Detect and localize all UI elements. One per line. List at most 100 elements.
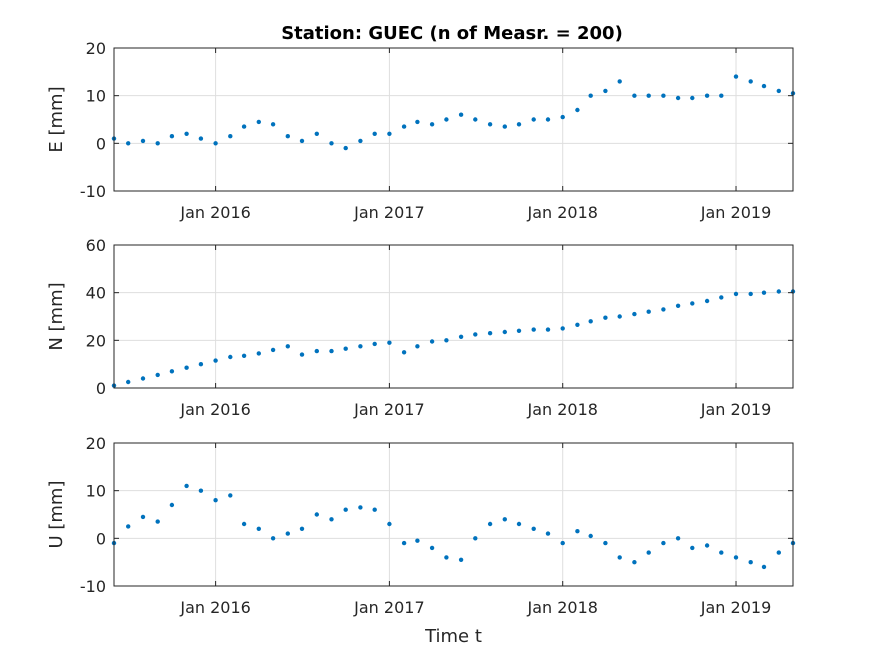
data-point bbox=[761, 564, 767, 570]
data-point bbox=[502, 329, 507, 335]
data-point bbox=[140, 138, 146, 144]
x-tick-label: Jan 2018 bbox=[526, 400, 597, 419]
data-point bbox=[387, 521, 392, 527]
data-point bbox=[415, 119, 420, 125]
y-tick-label: 0 bbox=[96, 379, 106, 398]
y-tick-label: 20 bbox=[86, 434, 106, 453]
data-point bbox=[502, 124, 507, 129]
data-point bbox=[241, 521, 247, 527]
data-point bbox=[560, 540, 565, 546]
data-point bbox=[516, 122, 522, 127]
data-point bbox=[560, 326, 565, 331]
data-point bbox=[719, 550, 724, 555]
series-1 bbox=[111, 289, 796, 388]
data-point bbox=[155, 519, 160, 524]
data-point bbox=[387, 131, 392, 136]
data-point bbox=[487, 122, 493, 127]
data-point bbox=[675, 536, 681, 541]
panel-3: -10 0 10 20 Jan 2016 Jan 2017 Jan 2018 Jan 2019… bbox=[46, 434, 796, 647]
data-point bbox=[748, 291, 753, 297]
data-point bbox=[545, 117, 551, 122]
x-tick-label: Jan 2018 bbox=[526, 598, 597, 617]
data-point bbox=[646, 309, 651, 314]
data-point bbox=[415, 344, 420, 349]
data-point bbox=[575, 107, 580, 113]
data-point bbox=[228, 354, 233, 360]
panel-2: 0 20 40 60 Jan 2016 Jan 2017 Jan 2018 Jan 2019 N… bbox=[46, 236, 796, 419]
data-point bbox=[646, 93, 651, 98]
data-point bbox=[545, 531, 551, 536]
data-point bbox=[502, 517, 507, 522]
data-point bbox=[126, 141, 131, 146]
x-tick-label: Jan 2017 bbox=[353, 400, 424, 419]
data-point bbox=[184, 131, 189, 136]
data-point bbox=[473, 332, 478, 337]
data-point bbox=[690, 95, 695, 101]
data-point bbox=[690, 545, 695, 551]
series-1 bbox=[111, 483, 796, 570]
data-point bbox=[314, 131, 319, 136]
data-point bbox=[516, 521, 522, 527]
data-point bbox=[776, 88, 781, 94]
x-tick-label: Jan 2018 bbox=[526, 203, 597, 222]
data-point bbox=[387, 340, 392, 345]
data-point bbox=[358, 138, 363, 144]
data-point bbox=[241, 124, 247, 129]
data-point bbox=[429, 339, 435, 344]
data-point bbox=[126, 524, 131, 529]
x-tick-label: Jan 2016 bbox=[179, 400, 250, 419]
y-axis-label: U [mm] bbox=[46, 480, 67, 548]
y-axis-label: N [mm] bbox=[46, 282, 67, 350]
data-point bbox=[169, 369, 175, 374]
data-point bbox=[776, 289, 781, 294]
data-point bbox=[632, 560, 637, 565]
data-point bbox=[198, 136, 204, 141]
data-point bbox=[704, 93, 710, 98]
panels: -10 0 10 20 Jan 2016 Jan 2017 Jan 2018 Jan 2019… bbox=[46, 39, 796, 647]
data-point bbox=[575, 529, 580, 534]
y-axis-label: E [mm] bbox=[46, 86, 67, 152]
data-point bbox=[184, 483, 189, 489]
data-point bbox=[588, 319, 593, 324]
data-point bbox=[329, 517, 334, 522]
data-point bbox=[531, 327, 536, 332]
data-point bbox=[213, 498, 218, 503]
chart-title: Station: GUEC (n of Measr. = 200) bbox=[281, 23, 623, 44]
data-point bbox=[285, 344, 290, 349]
data-point bbox=[198, 488, 204, 493]
data-point bbox=[617, 79, 622, 84]
data-point bbox=[343, 346, 348, 351]
data-point bbox=[140, 514, 146, 520]
x-axis-label: Time t bbox=[424, 626, 482, 647]
data-point bbox=[126, 379, 131, 385]
data-point bbox=[603, 540, 608, 546]
data-point bbox=[444, 338, 449, 343]
data-point bbox=[560, 114, 565, 120]
data-point bbox=[588, 533, 593, 539]
x-tick-label: Jan 2019 bbox=[700, 203, 771, 222]
data-point bbox=[213, 358, 218, 363]
data-point bbox=[241, 353, 247, 358]
data-point bbox=[401, 350, 407, 355]
y-tick-label: -10 bbox=[80, 182, 106, 201]
data-point bbox=[329, 348, 334, 354]
panel-1: -10 0 10 20 Jan 2016 Jan 2017 Jan 2018 Jan 2019… bbox=[46, 39, 796, 222]
data-point bbox=[675, 95, 681, 101]
data-point bbox=[575, 322, 580, 327]
data-point bbox=[415, 538, 420, 543]
y-tick-label: 10 bbox=[86, 482, 106, 501]
data-point bbox=[603, 315, 608, 320]
data-point bbox=[299, 138, 305, 144]
data-point bbox=[169, 502, 175, 508]
data-point bbox=[487, 331, 493, 336]
data-point bbox=[545, 327, 551, 332]
data-point bbox=[429, 122, 435, 127]
data-point bbox=[169, 134, 175, 139]
data-point bbox=[761, 290, 767, 295]
data-point bbox=[776, 550, 781, 555]
x-tick-label: Jan 2019 bbox=[700, 400, 771, 419]
data-point bbox=[617, 555, 622, 560]
y-tick-label: 20 bbox=[86, 39, 106, 58]
y-tick-label: 0 bbox=[96, 134, 106, 153]
axes-frame bbox=[113, 442, 794, 587]
